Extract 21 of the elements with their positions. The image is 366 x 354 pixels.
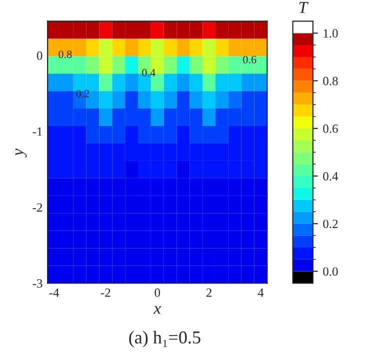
x-tick-label: 2	[206, 288, 212, 297]
color-bar-label: 0.6	[323, 124, 338, 133]
color-bar-label: 0.4	[323, 172, 338, 181]
y-tick-label: -2	[32, 203, 42, 212]
y-tick-label: -1	[32, 127, 42, 136]
x-tick-label: 4	[258, 288, 264, 297]
annotation: 0.2	[76, 90, 90, 98]
y-axis-title: y	[16, 148, 27, 158]
y-tick-label: -3	[32, 279, 42, 288]
color-bar-label: 0.2	[323, 220, 338, 228]
color-bar-label: 0.8	[323, 76, 338, 86]
x-tick-label: -4	[49, 288, 60, 297]
color-bar-title: T	[299, 2, 308, 13]
x-tick-label: -2	[100, 288, 110, 297]
x-tick-label: 0	[154, 288, 160, 297]
color-bar-label: 1.0	[324, 29, 338, 38]
y-tick-label: 0	[36, 51, 42, 60]
annotation: 0.6	[243, 56, 256, 64]
text: (a) h₁=0.5	[129, 330, 200, 348]
color-bar-label: 0.0	[323, 267, 338, 276]
x-axis-title: x	[153, 306, 161, 314]
